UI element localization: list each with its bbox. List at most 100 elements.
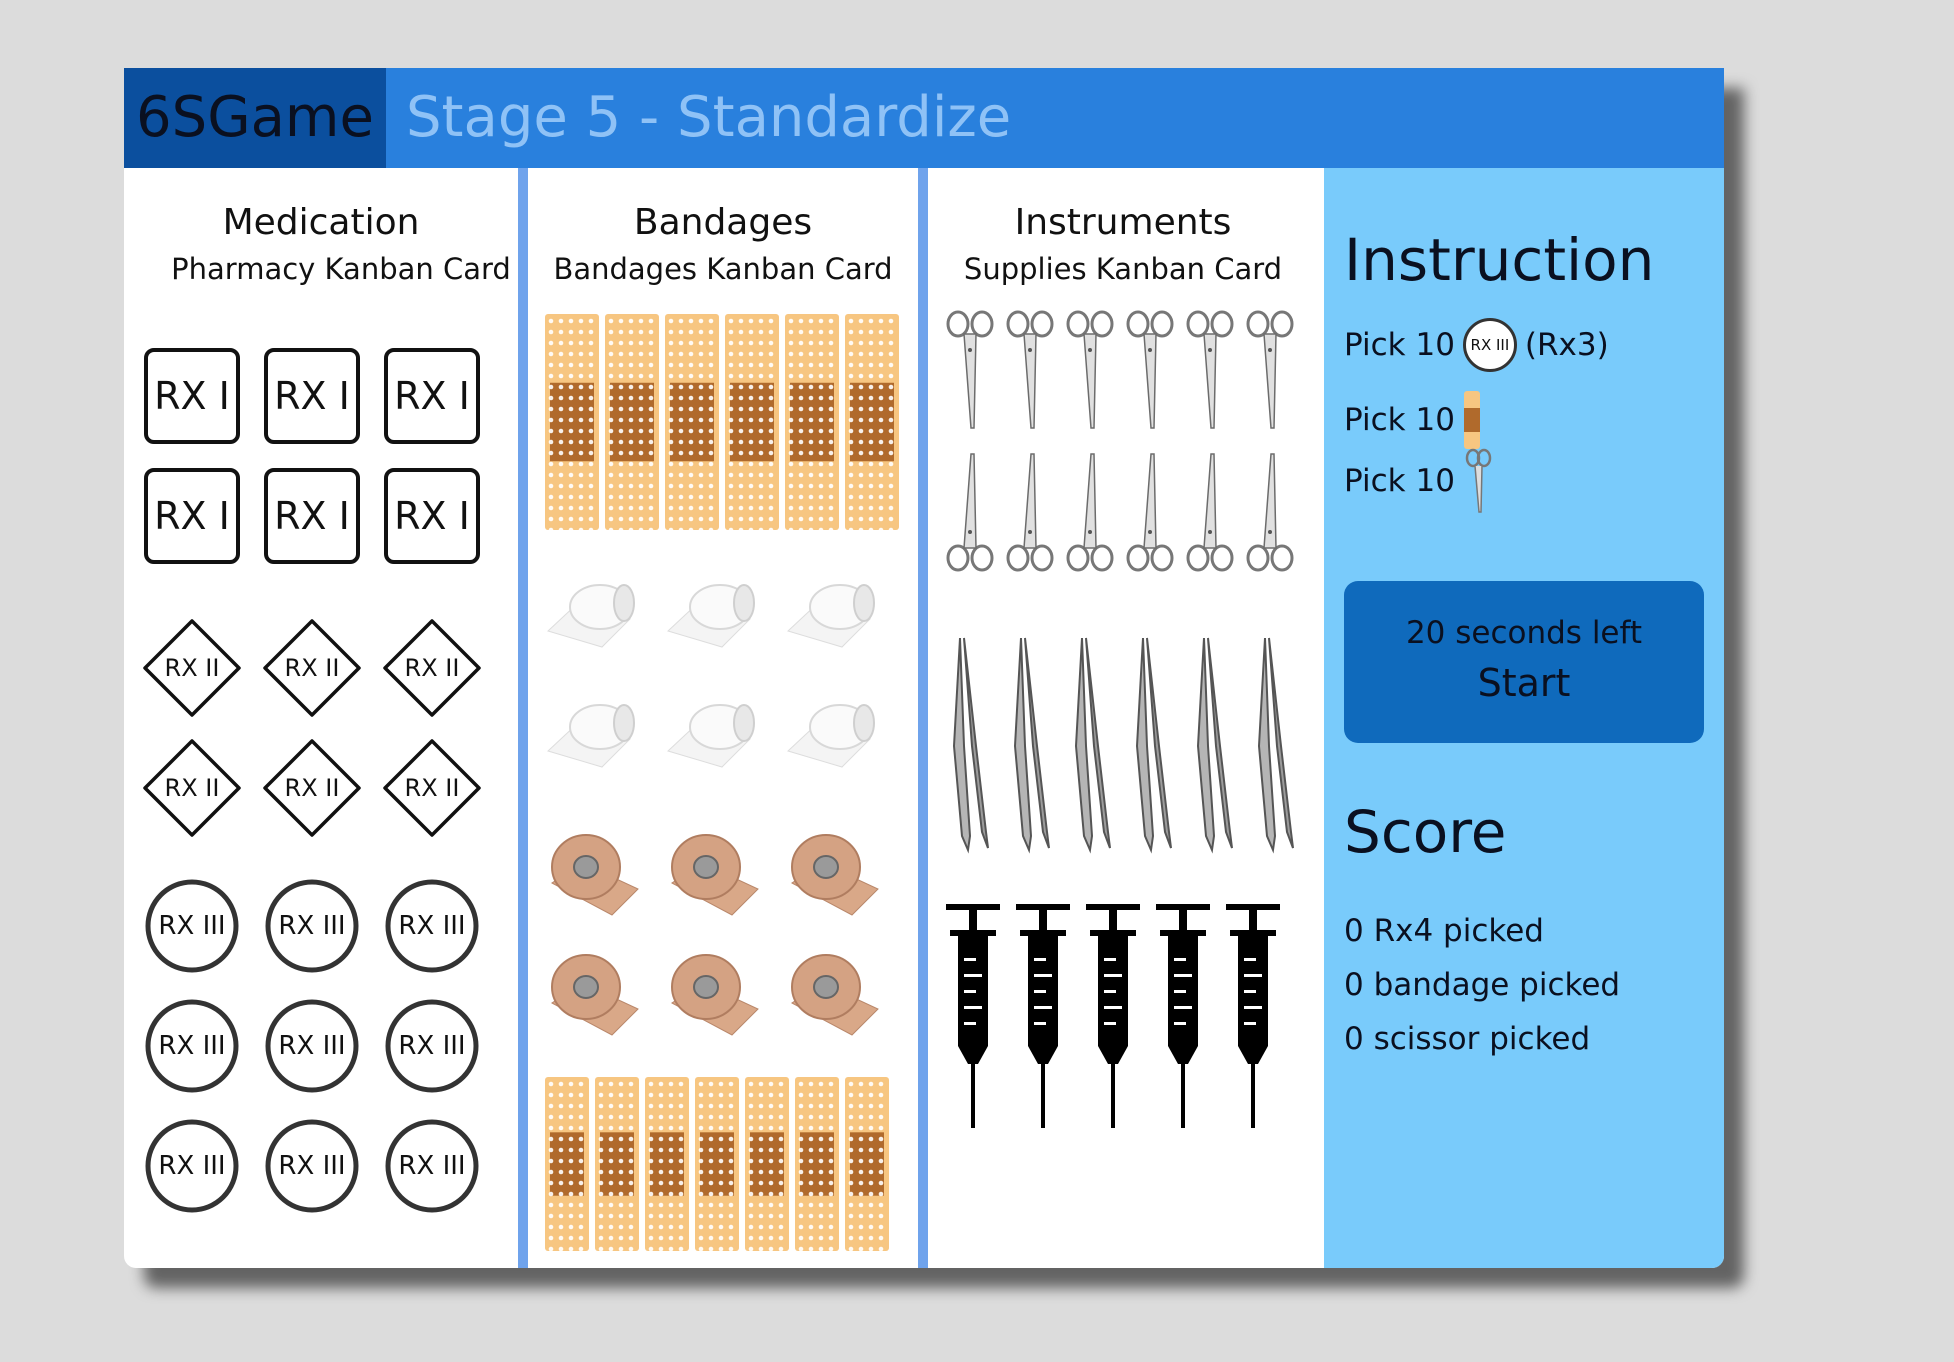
rx3-card[interactable]: RX III	[264, 1118, 360, 1214]
tweezers[interactable]	[1243, 636, 1299, 854]
scissors[interactable]	[1064, 448, 1116, 572]
elastic-wrap[interactable]	[542, 823, 642, 923]
start-label: Start	[1477, 661, 1571, 705]
rx-label: RX II	[404, 774, 460, 802]
rx-label: RX III	[278, 911, 346, 941]
rx2-card[interactable]: RX II	[262, 618, 362, 718]
start-button[interactable]: 20 seconds left Start	[1344, 581, 1704, 743]
rx-label: RX III	[158, 911, 226, 941]
bandage-strip[interactable]	[724, 313, 780, 533]
bandage-strip[interactable]	[664, 313, 720, 533]
rx1-card[interactable]: RX I	[144, 468, 240, 564]
score-bandage-picked: 0 bandage picked	[1344, 967, 1621, 1003]
rx3-card[interactable]: RX III	[144, 998, 240, 1094]
instruction-title: Instruction	[1344, 226, 1655, 294]
elastic-wrap[interactable]	[662, 943, 762, 1043]
rx-label: RX II	[404, 654, 460, 682]
rx2-card[interactable]: RX II	[142, 738, 242, 838]
rx3-card[interactable]: RX III	[264, 878, 360, 974]
rx1-card[interactable]: RX I	[264, 468, 360, 564]
rx2-card[interactable]: RX II	[142, 618, 242, 718]
gauze-roll[interactable]	[664, 573, 764, 653]
bandage-strip[interactable]	[794, 1076, 840, 1252]
score-title: Score	[1344, 798, 1507, 866]
rx3-card[interactable]: RX III	[144, 1118, 240, 1214]
rx1-card[interactable]: RX I	[384, 468, 480, 564]
rx3-card[interactable]: RX III	[384, 1118, 480, 1214]
rx2-card[interactable]: RX II	[382, 618, 482, 718]
syringe[interactable]	[942, 896, 1004, 1128]
instruction-panel: Instruction Pick 10 RX III (Rx3) Pick 10…	[1324, 168, 1724, 1268]
rx-label: RX III	[398, 1151, 466, 1181]
bandage-strip[interactable]	[844, 1076, 890, 1252]
instruction-line-rx3: Pick 10 RX III (Rx3)	[1344, 318, 1609, 372]
elastic-wrap[interactable]	[542, 943, 642, 1043]
bandage-strip[interactable]	[594, 1076, 640, 1252]
syringe[interactable]	[1012, 896, 1074, 1128]
scissors[interactable]	[944, 310, 996, 434]
elastic-wrap[interactable]	[782, 823, 882, 923]
rx1-card[interactable]: RX I	[264, 348, 360, 444]
syringe[interactable]	[1152, 896, 1214, 1128]
tweezers[interactable]	[999, 636, 1055, 854]
bandage-strip[interactable]	[744, 1076, 790, 1252]
scissors[interactable]	[1244, 448, 1296, 572]
rx3-card[interactable]: RX III	[144, 878, 240, 974]
rx2-card[interactable]: RX II	[382, 738, 482, 838]
medication-title: Medication	[222, 202, 420, 243]
scissors[interactable]	[1184, 310, 1236, 434]
rx3-card[interactable]: RX III	[384, 998, 480, 1094]
elastic-wrap[interactable]	[662, 823, 762, 923]
rx-label: RX III	[278, 1151, 346, 1181]
rx2-card[interactable]: RX II	[262, 738, 362, 838]
tweezers[interactable]	[1060, 636, 1116, 854]
instruction-line-scissor: Pick 10	[1344, 448, 1493, 514]
bandages-column: Bandages Bandages Kanban Card	[518, 168, 918, 1268]
scissors[interactable]	[1124, 448, 1176, 572]
gauze-roll[interactable]	[544, 693, 644, 773]
scissors[interactable]	[1064, 310, 1116, 434]
rx-label: RX II	[284, 654, 340, 682]
rx-label: RX III	[278, 1031, 346, 1061]
tweezers[interactable]	[1182, 636, 1238, 854]
instruction-pick-label: Pick 10	[1344, 327, 1455, 363]
rx-label: RX III	[398, 911, 466, 941]
scissors[interactable]	[1244, 310, 1296, 434]
scissors[interactable]	[1184, 448, 1236, 572]
syringe[interactable]	[1222, 896, 1284, 1128]
rx-label: RX II	[164, 654, 220, 682]
instruction-target-label: (Rx3)	[1524, 327, 1609, 363]
elastic-wrap[interactable]	[782, 943, 882, 1043]
bandage-strip[interactable]	[544, 1076, 590, 1252]
gauze-roll[interactable]	[784, 573, 884, 653]
bandage-strip[interactable]	[694, 1076, 740, 1252]
scissors-icon	[1465, 448, 1492, 513]
rx-label: RX I	[274, 374, 350, 418]
bandage-strip[interactable]	[844, 313, 900, 533]
rx3-card[interactable]: RX III	[264, 998, 360, 1094]
gauze-roll[interactable]	[784, 693, 884, 773]
bandage-strip[interactable]	[644, 1076, 690, 1252]
timer-text: 20 seconds left	[1405, 615, 1643, 651]
rx1-card[interactable]: RX I	[144, 348, 240, 444]
rx-label: RX III	[158, 1031, 226, 1061]
bandage-strip[interactable]	[784, 313, 840, 533]
rx3-card[interactable]: RX III	[384, 878, 480, 974]
scissors[interactable]	[1124, 310, 1176, 434]
scissors[interactable]	[944, 448, 996, 572]
gauze-roll[interactable]	[664, 693, 764, 773]
scissors[interactable]	[1004, 310, 1056, 434]
stage-title: Stage 5 - Standardize	[406, 85, 1012, 150]
bandage-strip[interactable]	[544, 313, 600, 533]
bandage-strip[interactable]	[604, 313, 660, 533]
instruments-column: Instruments Supplies Kanban Card	[918, 168, 1318, 1268]
rx-label: RX I	[394, 494, 470, 538]
rx1-card[interactable]: RX I	[384, 348, 480, 444]
rx-label: RX III	[158, 1151, 226, 1181]
rx3-icon: RX III	[1462, 318, 1517, 372]
syringe[interactable]	[1082, 896, 1144, 1128]
tweezers[interactable]	[938, 636, 994, 854]
gauze-roll[interactable]	[544, 573, 644, 653]
scissors[interactable]	[1004, 448, 1056, 572]
tweezers[interactable]	[1121, 636, 1177, 854]
